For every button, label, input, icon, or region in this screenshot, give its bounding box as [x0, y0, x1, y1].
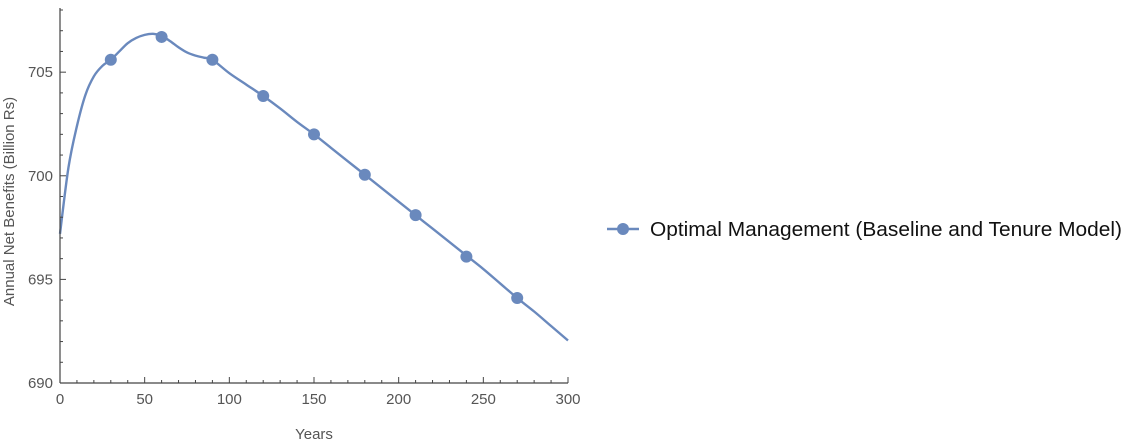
data-point-marker: [104, 53, 117, 66]
y-axis-title: Annual Net Benefits (Billion Rs): [1, 97, 18, 306]
x-tick-label: 0: [56, 391, 64, 408]
legend-label-optimal-management: Optimal Management (Baseline and Tenure …: [650, 219, 1122, 241]
x-tick-label: 300: [555, 391, 580, 408]
plot-area: [58, 30, 569, 342]
y-tick-label: 690: [28, 375, 53, 392]
y-tick-label: 700: [28, 168, 53, 185]
data-point-marker: [460, 250, 473, 263]
legend: Optimal Management (Baseline and Tenure …: [607, 219, 1122, 241]
x-axis-title: Years: [295, 426, 333, 443]
y-tick-label: 705: [28, 64, 53, 81]
data-point-marker: [409, 209, 422, 222]
data-point-marker: [308, 128, 320, 141]
x-axis-ticks: 0 50 100 150 200 250 300: [56, 377, 581, 408]
y-tick-label: 695: [28, 271, 53, 288]
legend-marker-swatch: [617, 223, 629, 235]
data-point-marker: [206, 53, 219, 66]
data-point-marker: [155, 30, 168, 43]
x-tick-label: 200: [386, 391, 411, 408]
x-tick-label: 50: [136, 391, 153, 408]
x-tick-label: 150: [301, 391, 326, 408]
y-axis-ticks: 690 695 700 705: [28, 9, 66, 392]
x-tick-label: 100: [217, 391, 242, 408]
data-point-marker: [257, 89, 270, 102]
x-tick-label: 250: [471, 391, 496, 408]
data-point-marker: [358, 168, 371, 181]
axes: 0 50 100 150 200 250 300 690 695 700 705 Years An…: [1, 8, 581, 443]
data-point-marker: [511, 292, 524, 305]
series-line-optimal-management: [58, 32, 569, 342]
